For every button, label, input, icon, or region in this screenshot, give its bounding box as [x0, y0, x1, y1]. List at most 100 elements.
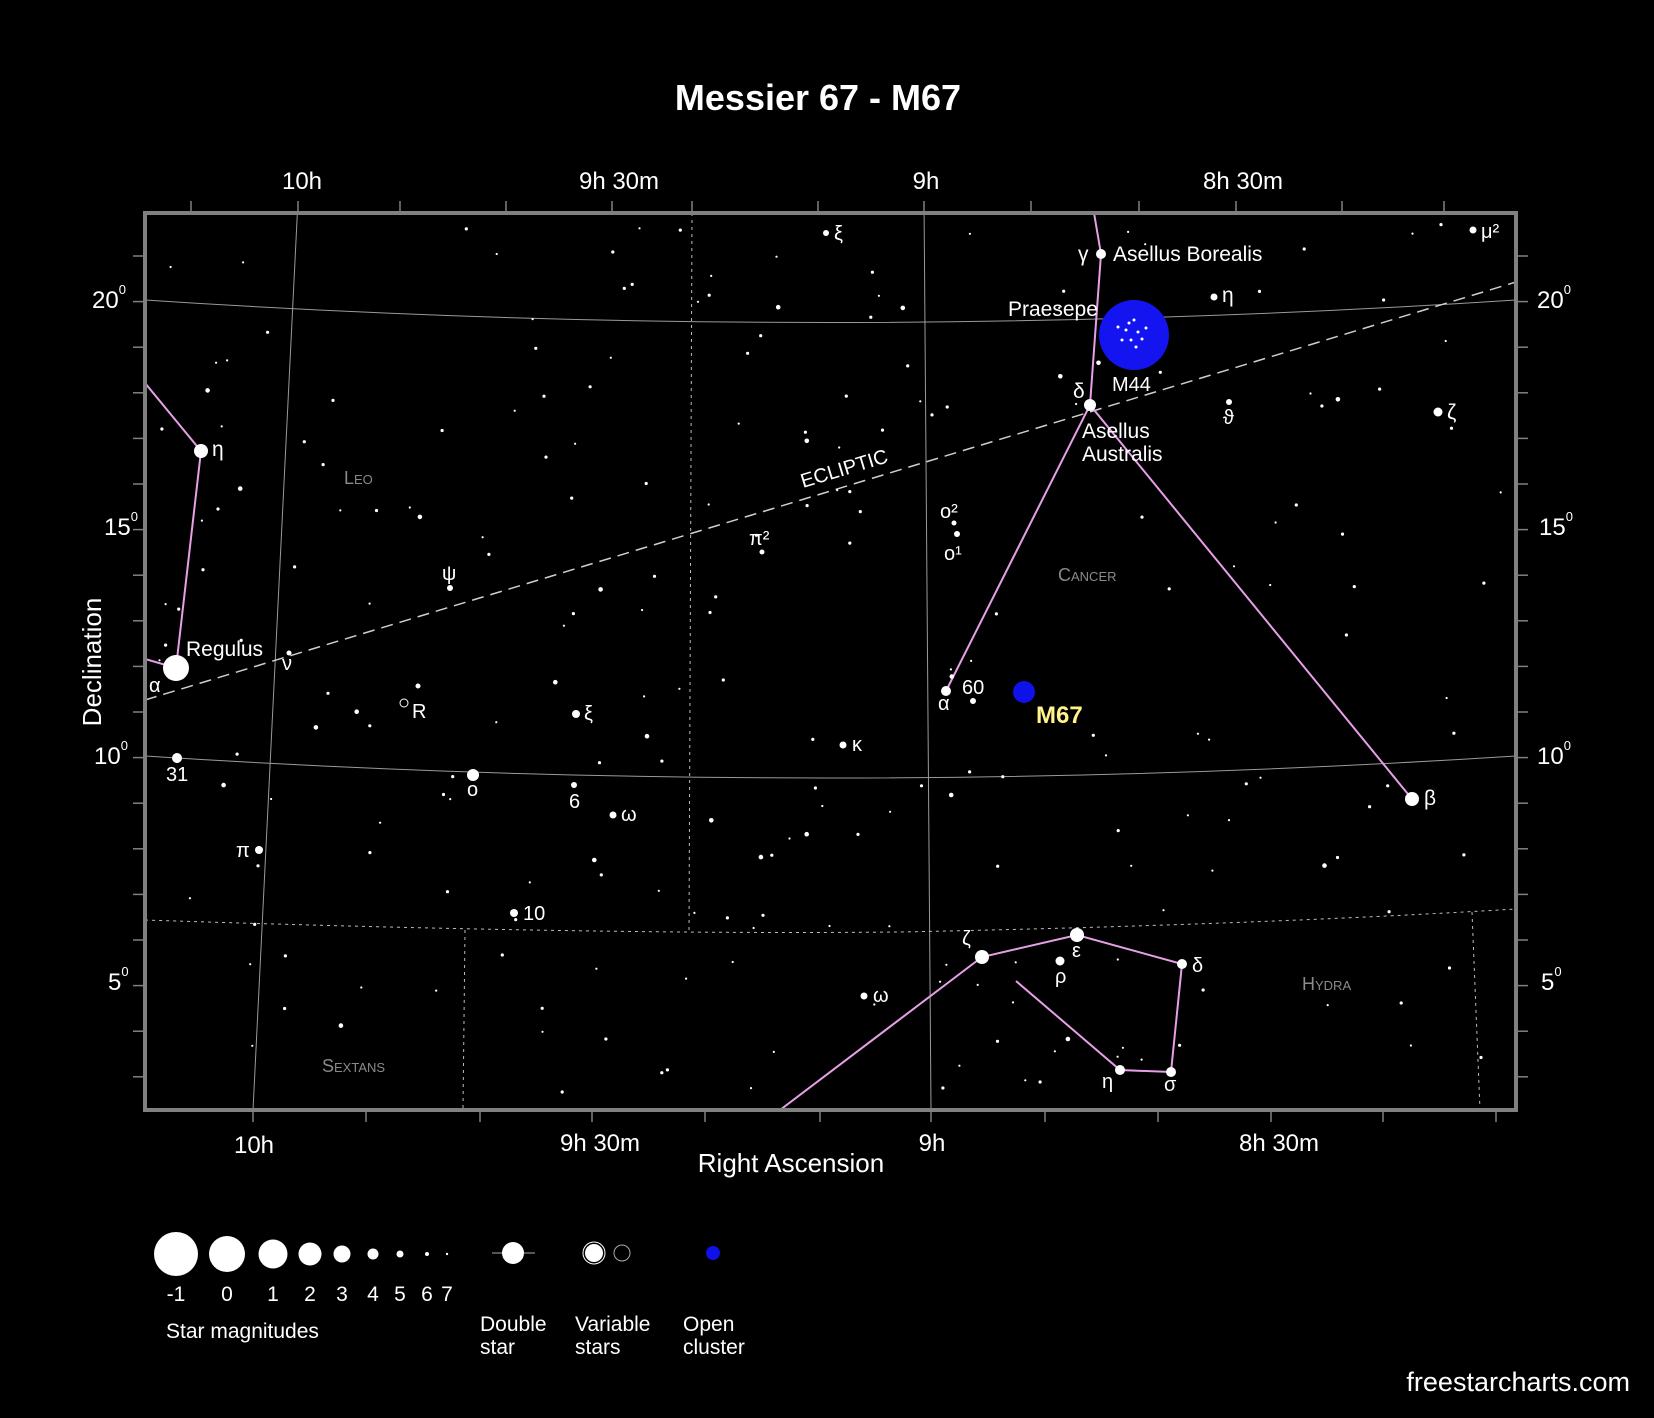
faint-star — [721, 678, 725, 682]
ecliptic-line — [145, 281, 1516, 701]
faint-star — [221, 782, 226, 788]
boundary-south — [145, 908, 1516, 933]
constellation-hydra: Hydra — [1302, 974, 1351, 994]
legend-magnitude-circle — [333, 1245, 351, 1263]
faint-star — [836, 489, 839, 492]
faint-star — [160, 427, 164, 431]
legend-variable-star-icon — [583, 1242, 605, 1264]
star-31-leo — [172, 753, 182, 763]
faint-star — [451, 775, 455, 779]
faint-star — [660, 1071, 664, 1075]
faint-star — [1211, 869, 1214, 872]
legend-magnitude-circle — [154, 1232, 198, 1276]
label-60-cnc: 60 — [962, 677, 984, 699]
faint-star — [939, 980, 942, 983]
faint-star — [731, 960, 734, 964]
faint-star — [1038, 1080, 1042, 1084]
faint-star — [976, 983, 979, 987]
faint-star — [1065, 1036, 1071, 1042]
faint-star — [1121, 1046, 1124, 1049]
faint-star — [609, 356, 612, 359]
axis-ticks — [133, 201, 1528, 1122]
faint-star — [487, 552, 491, 557]
label-alpha-cnc: α — [938, 693, 950, 715]
faint-star — [1232, 565, 1236, 568]
star-omega-leo — [609, 811, 617, 819]
ra-line-10h — [252, 213, 298, 1110]
faint-star — [1158, 370, 1162, 374]
faint-star — [597, 761, 602, 765]
faint-star — [1062, 289, 1066, 293]
legend-magnitude-label: 2 — [304, 1283, 316, 1306]
dec-labels-left: 200 150 100 50 — [92, 282, 138, 996]
faint-star — [1104, 754, 1108, 757]
star-xi-leo — [572, 710, 580, 718]
faint-star — [941, 1086, 945, 1090]
faint-star — [945, 963, 948, 966]
magnitude-legend: -1 0 1 2 3 4 5 6 7 — [154, 1232, 453, 1306]
faint-star — [880, 428, 885, 432]
faint-star — [888, 925, 891, 928]
faint-star — [737, 422, 740, 425]
faint-star — [169, 265, 172, 269]
faint-star — [708, 610, 712, 615]
faint-star — [1144, 243, 1147, 246]
bottom-ra-tick-9h: 9h — [919, 1130, 946, 1157]
faint-star — [710, 274, 713, 277]
label-theta-cnc: ϑ — [1223, 407, 1234, 429]
faint-star — [1162, 909, 1165, 912]
label-alpha-leo: α — [149, 675, 161, 697]
bottom-ra-tick-10h: 10h — [234, 1132, 274, 1159]
faint-star — [500, 953, 504, 957]
legend-magnitude-label: 4 — [367, 1283, 379, 1306]
dec-label-5-right: 50 — [1541, 964, 1562, 996]
faint-star — [441, 792, 446, 797]
label-omicron2-cnc: ο² — [940, 501, 958, 523]
faint-star — [1127, 230, 1130, 233]
label-6-leo: 6 — [569, 791, 580, 813]
chart-title: Messier 67 - M67 — [675, 77, 961, 118]
faint-star — [949, 668, 953, 671]
label-psi-leo: ψ — [442, 563, 456, 585]
faint-star — [226, 359, 229, 362]
faint-star — [588, 385, 592, 389]
star-nu-leo — [286, 650, 292, 656]
dec-line-10 — [145, 755, 1516, 779]
faint-star — [595, 967, 598, 970]
top-ra-tick-9h: 9h — [913, 168, 940, 195]
faint-star — [481, 536, 484, 539]
faint-star — [707, 293, 711, 297]
label-eta-leo: η — [212, 438, 224, 461]
faint-star — [1444, 339, 1447, 343]
m44-star — [1129, 338, 1133, 342]
legend-magnitude-circle — [367, 1248, 379, 1260]
label-zeta-hya: ζ — [962, 928, 971, 950]
faint-star — [216, 507, 220, 511]
faint-star — [374, 508, 379, 513]
faint-star — [665, 1068, 670, 1072]
faint-star — [805, 504, 809, 508]
legend-magnitude-label: 0 — [221, 1283, 233, 1306]
faint-star — [1130, 864, 1133, 867]
faint-star — [919, 400, 922, 403]
faint-star — [804, 831, 809, 837]
faint-star — [553, 679, 558, 685]
cancer-line-beta — [1089, 404, 1413, 800]
faint-star — [253, 922, 257, 927]
star-alpha-cnc — [941, 686, 951, 696]
legend-magnitude-label: -1 — [167, 1283, 186, 1306]
faint-star — [746, 351, 750, 355]
star-rho-hya — [1055, 956, 1065, 966]
label-zeta-cnc: ζ — [1447, 401, 1456, 424]
faint-star — [445, 890, 450, 894]
faint-star — [772, 1050, 775, 1053]
faint-star — [754, 533, 759, 537]
faint-star — [1335, 397, 1341, 402]
star-sigma-hya — [1166, 1067, 1176, 1077]
faint-star — [995, 1039, 1000, 1043]
background-stars — [158, 223, 1502, 1094]
m44-star — [1136, 330, 1140, 334]
faint-star — [1096, 360, 1101, 366]
dec-label-15-right: 150 — [1539, 509, 1573, 541]
leo-lines — [145, 382, 203, 670]
